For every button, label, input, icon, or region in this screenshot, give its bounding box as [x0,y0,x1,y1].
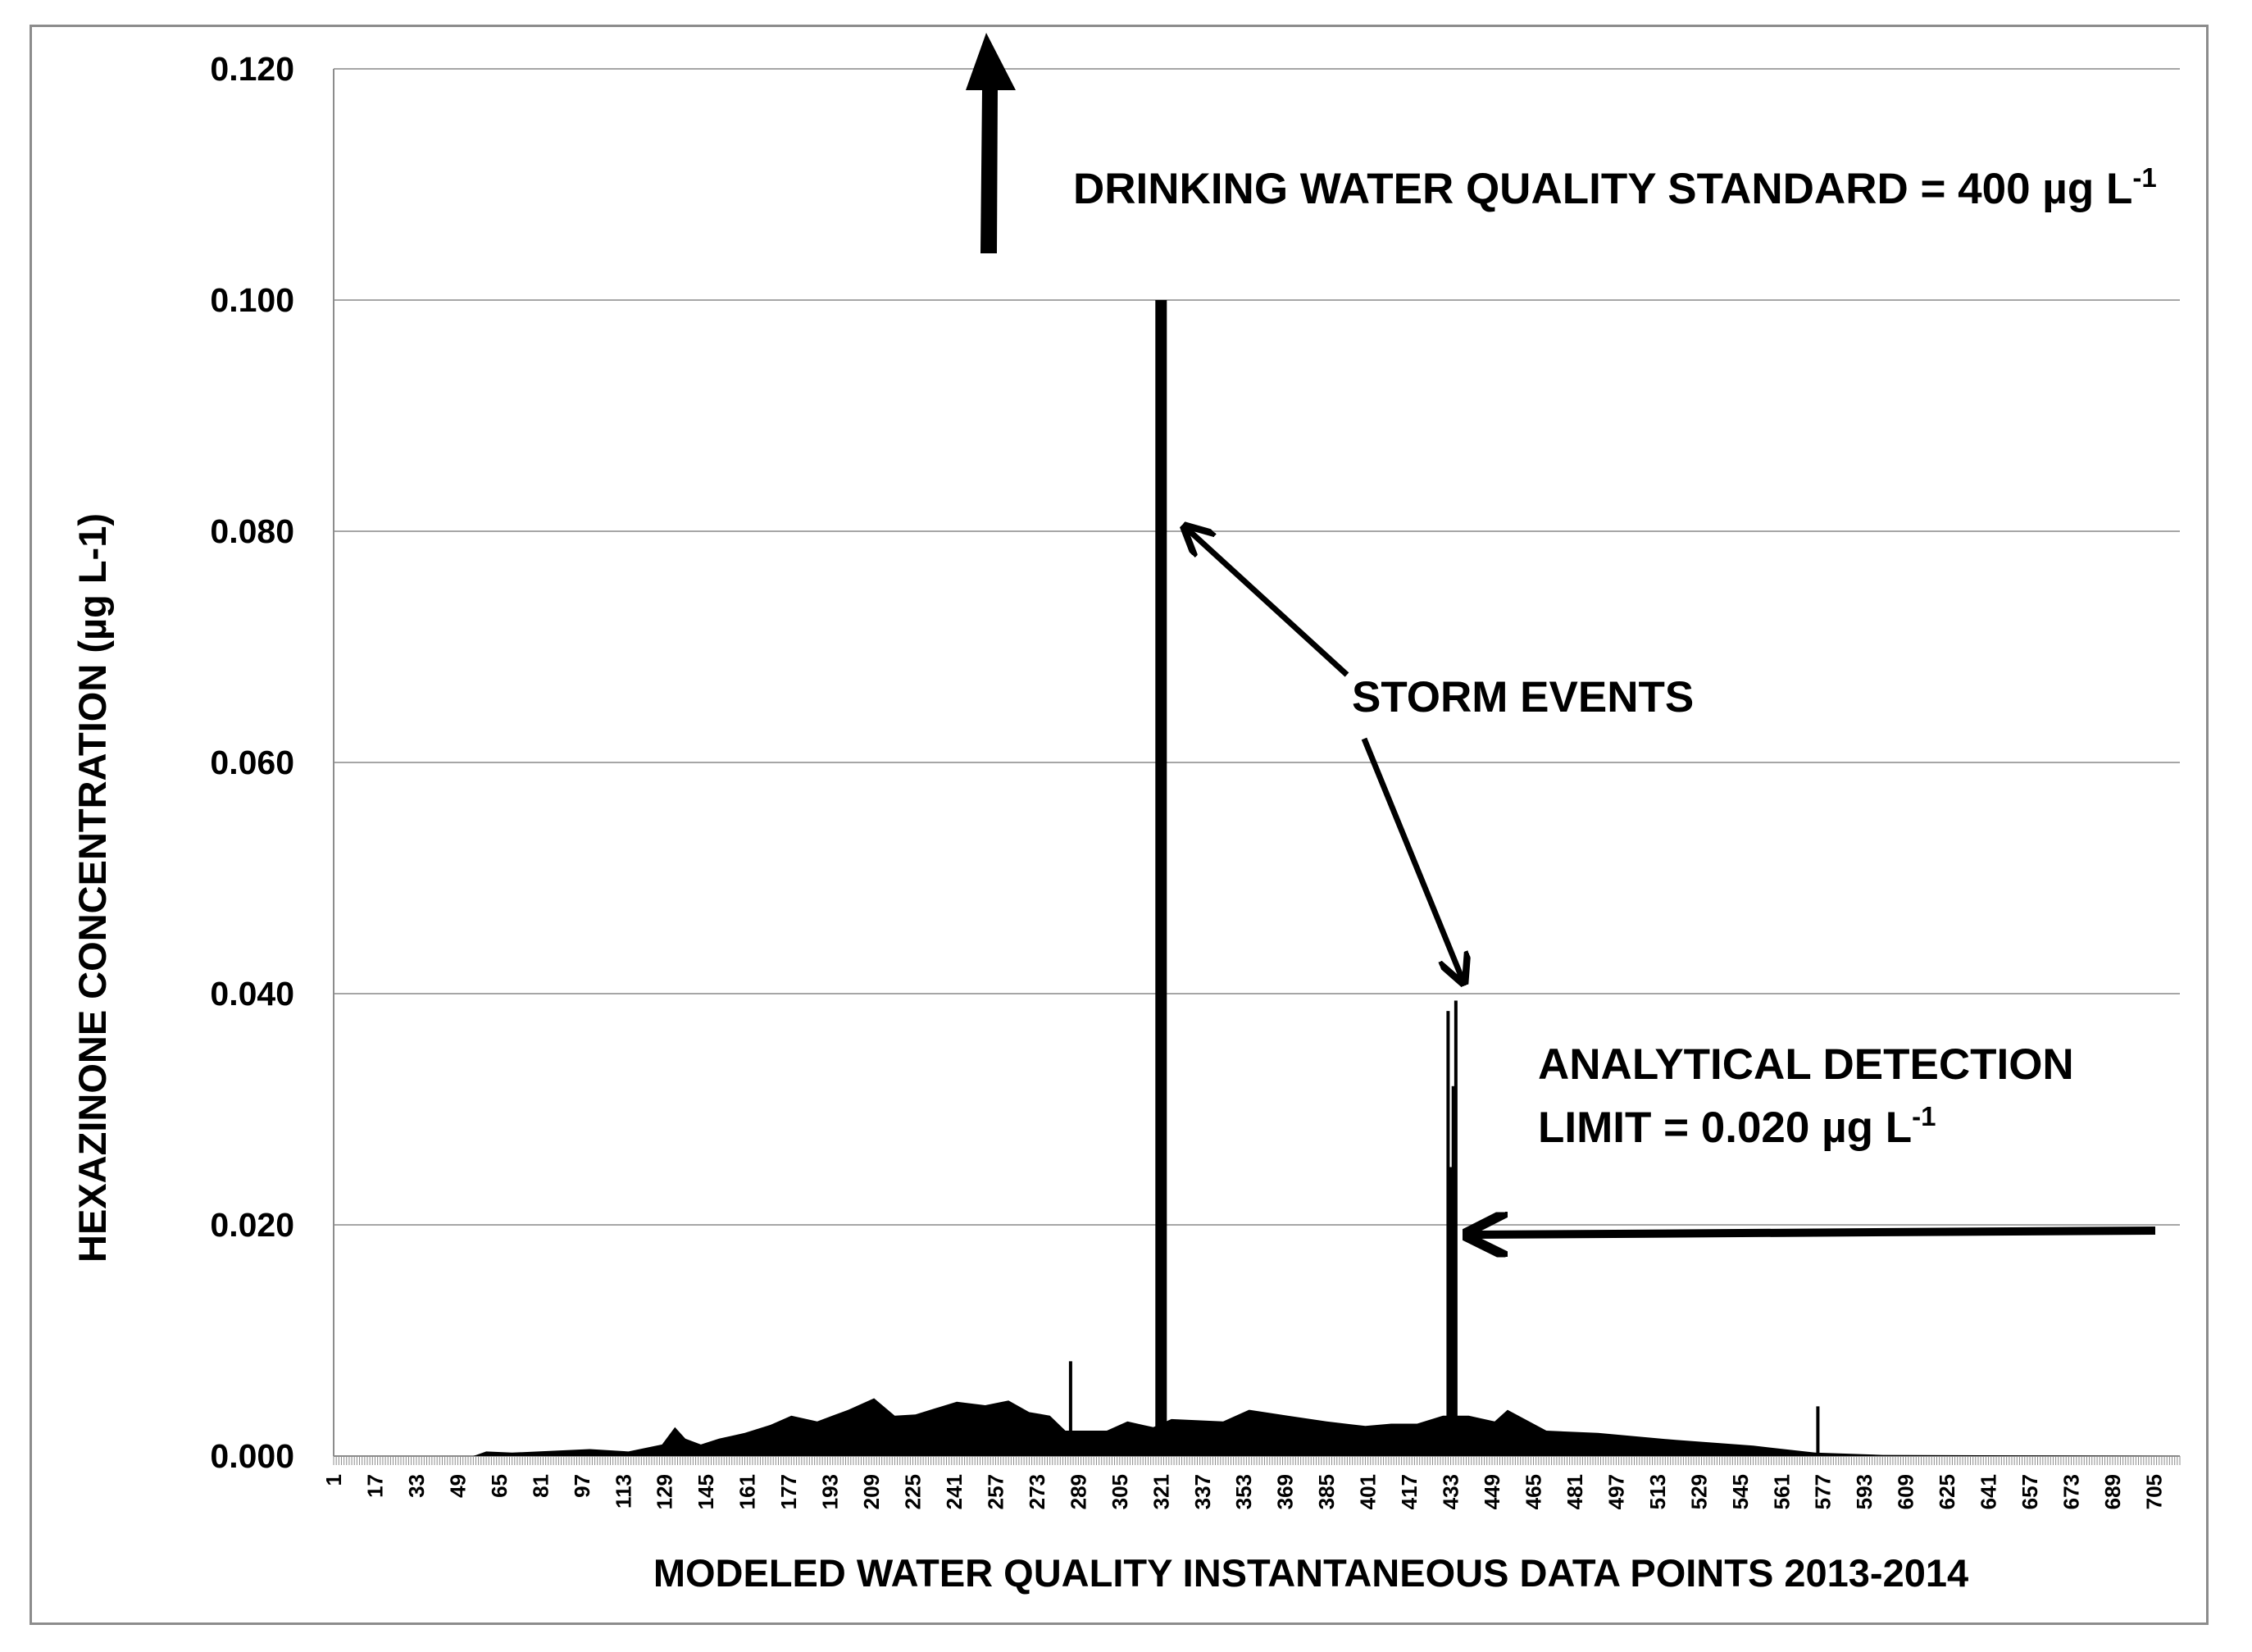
x-tick-label: 241 [942,1474,967,1509]
x-tick-label: 417 [1397,1474,1422,1509]
chart-svg: 0.000 0.020 0.040 0.060 0.080 0.100 0.120 1 17 3… [71,33,2181,1595]
x-tick-label: 305 [1108,1474,1132,1509]
x-tick-label: 161 [735,1474,760,1509]
x-tick-label: 97 [570,1474,594,1498]
x-tick-label: 545 [1728,1474,1753,1509]
x-tick-label: 337 [1190,1474,1215,1509]
x-tick-label: 657 [2018,1474,2042,1509]
detection-annotation-line1: ANALYTICAL DETECTION [1538,1040,2074,1089]
spike-bar [1451,1085,1455,1456]
x-tick-label: 33 [404,1474,429,1498]
x-tick-label: 641 [1977,1474,2001,1509]
storm-arrow-2 [1361,737,1463,980]
y-tick-label: 0.100 [210,281,294,319]
spike-bar [1449,1167,1453,1456]
x-tick-label: 1 [321,1474,346,1486]
x-tick-label: 145 [694,1474,718,1509]
x-tick-label: 593 [1852,1474,1877,1509]
x-tick-label: 17 [362,1474,387,1498]
x-tick-label: 177 [776,1474,801,1509]
x-tick-label: 193 [818,1474,843,1509]
y-axis-title: HEXAZINONE CONCENTRATION (µg L-1) [71,513,114,1263]
storm-events-label: STORM EVENTS [1352,673,1694,721]
x-tick-label: 273 [1025,1474,1049,1509]
x-tick-label: 49 [445,1474,470,1498]
detection-arrow [1472,1231,2156,1235]
gridlines [333,68,2180,1457]
x-tick-label: 257 [983,1474,1008,1509]
x-tick-label: 529 [1686,1474,1711,1509]
x-axis-title: MODELED WATER QUALITY INSTANTANEOUS DATA… [653,1551,1968,1595]
x-tick-label: 577 [1811,1474,1836,1509]
storm-arrow-1 [1187,529,1349,677]
x-tick-label: 673 [2059,1474,2084,1509]
detection-annotation-line2: LIMIT = 0.020 µg L-1 [1538,1101,1936,1152]
x-tick-label: 289 [1066,1474,1090,1509]
x-tick-label: 209 [859,1474,884,1509]
y-tick-labels: 0.000 0.020 0.040 0.060 0.080 0.100 0.120 [210,50,294,1475]
x-tick-label: 225 [901,1474,926,1509]
x-tick-label: 129 [653,1474,677,1509]
standard-annotation: DRINKING WATER QUALITY STANDARD = 400 µg… [1073,162,2157,213]
y-tick-label: 0.020 [210,1206,294,1244]
x-tick-label: 513 [1645,1474,1670,1509]
x-tick-label: 481 [1563,1474,1587,1509]
x-tick-label: 433 [1439,1474,1463,1509]
x-tick-label: 705 [2141,1474,2166,1509]
standard-arrow [966,33,1016,253]
y-tick-label: 0.080 [210,512,294,550]
x-tick-label: 113 [611,1474,635,1509]
x-tick-label: 689 [2100,1474,2125,1509]
x-tick-label: 401 [1356,1474,1381,1509]
x-tick-marks [333,1456,2181,1465]
chart-frame: 0.000 0.020 0.040 0.060 0.080 0.100 0.120 1 17 3… [30,25,2209,1625]
x-tick-label: 609 [1894,1474,1918,1509]
x-tick-label: 625 [1935,1474,1959,1509]
x-tick-label: 65 [487,1474,512,1498]
x-tick-label: 321 [1149,1474,1173,1509]
y-tick-label: 0.040 [210,975,294,1013]
bars [334,300,2180,1456]
spike-bar [1816,1406,1820,1456]
y-tick-label: 0.060 [210,744,294,781]
x-tick-label: 385 [1314,1474,1339,1509]
x-tick-label: 369 [1273,1474,1298,1509]
x-tick-label: 497 [1604,1474,1628,1509]
x-tick-label: 465 [1521,1474,1545,1509]
y-tick-label: 0.120 [210,50,294,88]
x-tick-label: 449 [1480,1474,1504,1509]
y-tick-label: 0.000 [210,1437,294,1475]
spike-bar [1454,1000,1458,1456]
spike-bar [1155,300,1167,1456]
x-tick-label: 561 [1769,1474,1794,1509]
baseline-bars [334,1398,2180,1456]
x-tick-label: 81 [528,1474,553,1498]
spike-bar [1446,1011,1450,1456]
x-tick-label: 353 [1231,1474,1256,1509]
spike-bar [1068,1361,1072,1456]
x-tick-labels: 1 17 33 49 65 81 97 113 129 145 161 177 193 209 225 241… [321,1474,2166,1509]
